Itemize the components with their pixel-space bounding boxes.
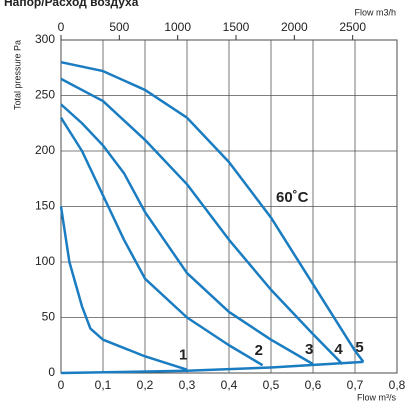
x-axis-label: Flow m³/s bbox=[357, 392, 396, 402]
x2-tick-label: 0 bbox=[58, 20, 65, 34]
fan-curve bbox=[59, 117, 264, 367]
y-tick-label: 300 bbox=[35, 32, 55, 46]
y-tick-label: 200 bbox=[35, 143, 55, 157]
curve-label: 2 bbox=[255, 342, 263, 359]
y-axis-label: Total pressure Pa bbox=[12, 40, 22, 110]
x-tick-label: 0,6 bbox=[305, 378, 322, 392]
x2-tick-label: 2500 bbox=[339, 20, 366, 34]
annotation: 60˚C bbox=[276, 189, 309, 206]
curve-label: 3 bbox=[305, 341, 313, 358]
curve-label: 1 bbox=[179, 347, 187, 364]
fan-curve bbox=[60, 77, 344, 365]
x2-axis-label: Flow m3/h bbox=[354, 7, 396, 17]
x2-tick-label: 500 bbox=[109, 20, 129, 34]
y-tick-label: 250 bbox=[35, 88, 55, 102]
x-tick-label: 0,4 bbox=[221, 378, 238, 392]
x2-tick-label: 2000 bbox=[281, 20, 308, 34]
x-tick-label: 0,5 bbox=[263, 378, 280, 392]
y-tick-label: 0 bbox=[48, 365, 55, 379]
x2-tick-label: 1000 bbox=[164, 20, 191, 34]
x-tick-label: 0,7 bbox=[347, 378, 364, 392]
curve-label: 4 bbox=[334, 341, 343, 358]
x-tick-label: 0,1 bbox=[95, 378, 112, 392]
fan-curve bbox=[60, 60, 365, 363]
y-tick-label: 150 bbox=[35, 199, 55, 213]
x-tick-label: 0 bbox=[58, 378, 65, 392]
y-tick-label: 50 bbox=[42, 310, 56, 324]
x-tick-label: 0,3 bbox=[179, 378, 196, 392]
chart-title: Напор/Расход воздуха bbox=[4, 0, 139, 9]
fan-curve bbox=[59, 206, 188, 371]
system-curve bbox=[60, 360, 364, 375]
x-tick-label: 0,8 bbox=[389, 378, 406, 392]
x2-tick-label: 1500 bbox=[223, 20, 250, 34]
x-tick-label: 0,2 bbox=[137, 378, 154, 392]
y-tick-label: 100 bbox=[35, 254, 55, 268]
curve-label: 5 bbox=[355, 339, 363, 356]
fan-curve bbox=[60, 103, 314, 366]
